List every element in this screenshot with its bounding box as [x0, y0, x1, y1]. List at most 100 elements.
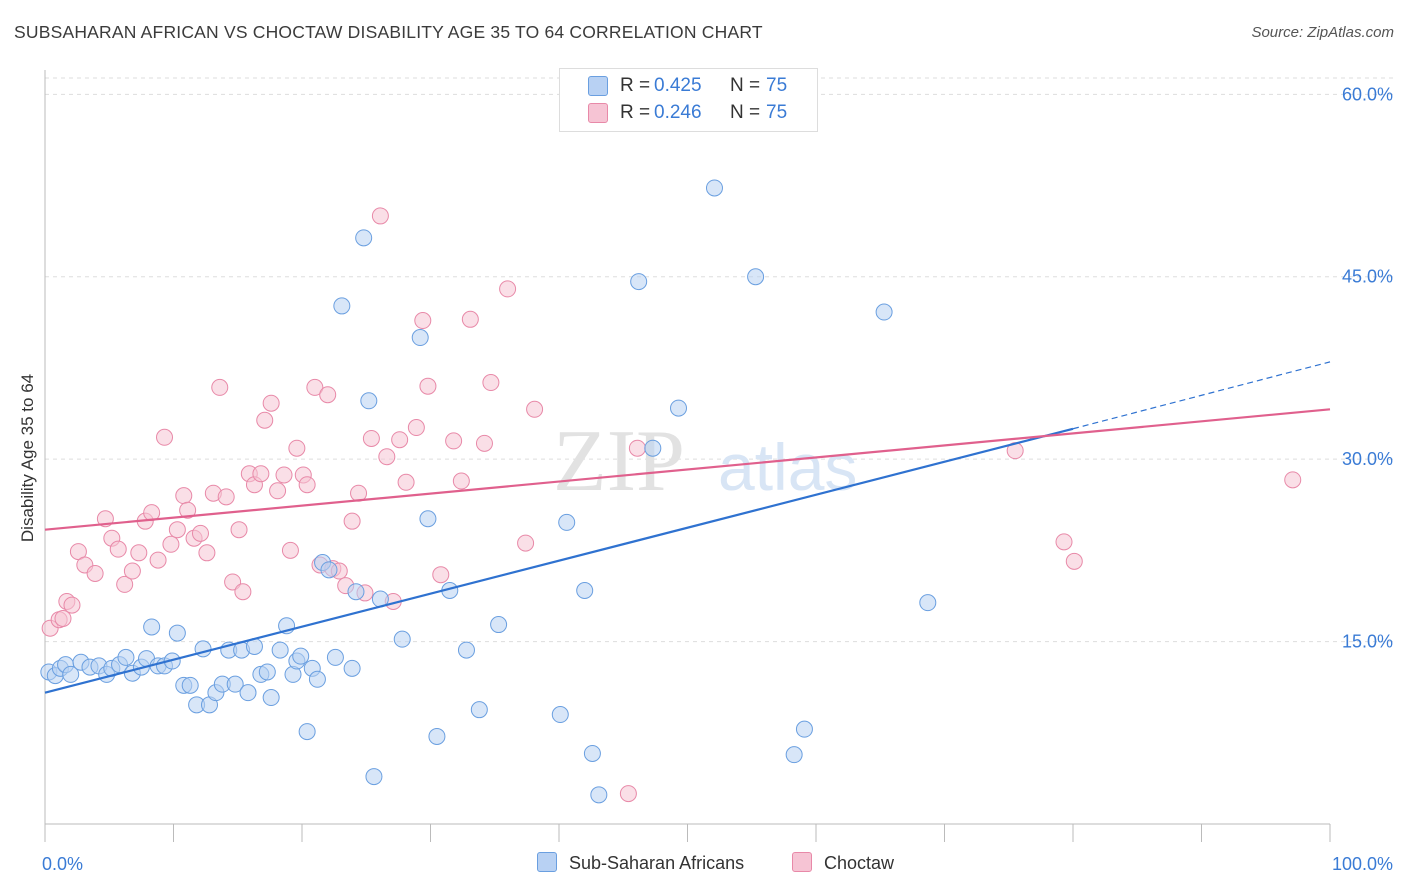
subsaharan-point: [143, 618, 161, 636]
choctaw-point: [198, 544, 216, 562]
subsaharan-point: [576, 582, 594, 600]
choctaw-point: [256, 411, 274, 429]
choctaw-point: [54, 609, 72, 627]
subsaharan-point: [258, 663, 276, 681]
subsaharan-point: [919, 594, 937, 612]
choctaw-point: [123, 562, 141, 580]
subsaharan-point: [181, 676, 199, 694]
choctaw-point: [343, 512, 361, 530]
choctaw-point: [445, 432, 463, 450]
bottom-legend-subsaharan: Sub-Saharan Africans: [537, 852, 744, 874]
choctaw-point: [224, 573, 242, 591]
y-tick-label: 45.0%: [1342, 267, 1393, 287]
y-tick-label: 60.0%: [1342, 84, 1393, 104]
subsaharan-point: [168, 624, 186, 642]
choctaw-point: [217, 488, 235, 506]
subsaharan-point: [558, 513, 576, 531]
legend-r-value: 0.425: [654, 75, 702, 96]
choctaw-point: [397, 473, 415, 491]
choctaw-point: [1065, 552, 1083, 570]
y-tick-label: 15.0%: [1342, 632, 1393, 652]
legend-n-value: 75: [766, 75, 788, 96]
subsaharan-point: [785, 746, 803, 764]
subsaharan-point: [326, 648, 344, 666]
choctaw-point: [288, 439, 306, 457]
legend-r-label: R =: [620, 75, 651, 96]
correlation-legend: R = 0.425 N = 75 R = 0.246 N = 75: [559, 68, 818, 132]
subsaharan-point: [411, 329, 429, 347]
watermark-atlas: atlas: [718, 430, 857, 504]
legend-swatch-pink: [588, 103, 608, 123]
subsaharan-point: [365, 768, 383, 786]
subsaharan-point: [239, 684, 257, 702]
watermark-zip: ZIP: [553, 413, 685, 510]
subsaharan-point: [62, 665, 80, 683]
subsaharan-point: [298, 723, 316, 741]
subsaharan-point: [644, 439, 662, 457]
bottom-legend-label-subsaharan: Sub-Saharan Africans: [569, 853, 745, 873]
choctaw-point: [298, 476, 316, 494]
series-choctaw-points: [41, 207, 1302, 803]
bottom-legend-label-choctaw: Choctaw: [824, 853, 895, 873]
choctaw-point: [407, 419, 425, 437]
subsaharan-trend-extension: [1072, 361, 1331, 430]
subsaharan-point: [428, 727, 446, 745]
subsaharan-point: [333, 297, 351, 315]
choctaw-point: [371, 207, 389, 225]
choctaw-point: [63, 596, 81, 614]
choctaw-point: [162, 535, 180, 553]
choctaw-point: [378, 448, 396, 466]
bottom-legend-choctaw: Choctaw: [792, 852, 894, 874]
choctaw-point: [1055, 533, 1073, 551]
choctaw-point: [499, 280, 517, 298]
subsaharan-point: [795, 720, 813, 738]
choctaw-point: [526, 400, 544, 418]
choctaw-point: [628, 439, 646, 457]
choctaw-point: [230, 521, 248, 539]
choctaw-point: [116, 575, 134, 593]
x-tick-label: 100.0%: [1332, 854, 1393, 874]
choctaw-point: [619, 785, 637, 803]
choctaw-point: [319, 386, 337, 404]
subsaharan-point: [490, 616, 508, 634]
choctaw-point: [211, 378, 229, 396]
grid-lines: [45, 77, 1395, 643]
legend-r-value: 0.246: [654, 102, 702, 123]
subsaharan-point: [308, 670, 326, 688]
subsaharan-point: [292, 647, 310, 665]
subsaharan-point: [393, 630, 411, 648]
choctaw-point: [362, 429, 380, 447]
legend-swatch-blue: [588, 76, 608, 96]
choctaw-point: [482, 374, 500, 392]
choctaw-point: [452, 472, 470, 490]
tick-labels: 15.0% 30.0% 45.0% 60.0% 0.0% 100.0%: [42, 84, 1393, 874]
choctaw-point: [517, 534, 535, 552]
choctaw-point: [306, 378, 324, 396]
choctaw-point: [109, 540, 127, 558]
choctaw-point: [1284, 471, 1302, 489]
subsaharan-point: [747, 268, 765, 286]
subsaharan-point: [670, 399, 688, 417]
choctaw-point: [234, 583, 252, 601]
subsaharan-point: [705, 179, 723, 197]
choctaw-point: [461, 310, 479, 328]
series-subsaharan-points: [40, 179, 937, 804]
subsaharan-trend-line: [44, 427, 1074, 694]
subsaharan-point: [347, 583, 365, 601]
axes: [44, 70, 1331, 842]
subsaharan-point: [551, 706, 569, 724]
choctaw-trend-line: [44, 408, 1331, 531]
y-axis-label: Disability Age 35 to 64: [18, 373, 37, 543]
choctaw-point: [432, 566, 450, 584]
subsaharan-point: [226, 675, 244, 693]
subsaharan-point: [117, 648, 135, 666]
subsaharan-point: [590, 786, 608, 804]
choctaw-point: [168, 521, 186, 539]
choctaw-point: [179, 501, 197, 519]
choctaw-point: [269, 482, 287, 500]
trend-lines: [44, 361, 1331, 694]
subsaharan-point: [457, 641, 475, 659]
choctaw-point: [130, 544, 148, 562]
choctaw-point: [475, 434, 493, 452]
